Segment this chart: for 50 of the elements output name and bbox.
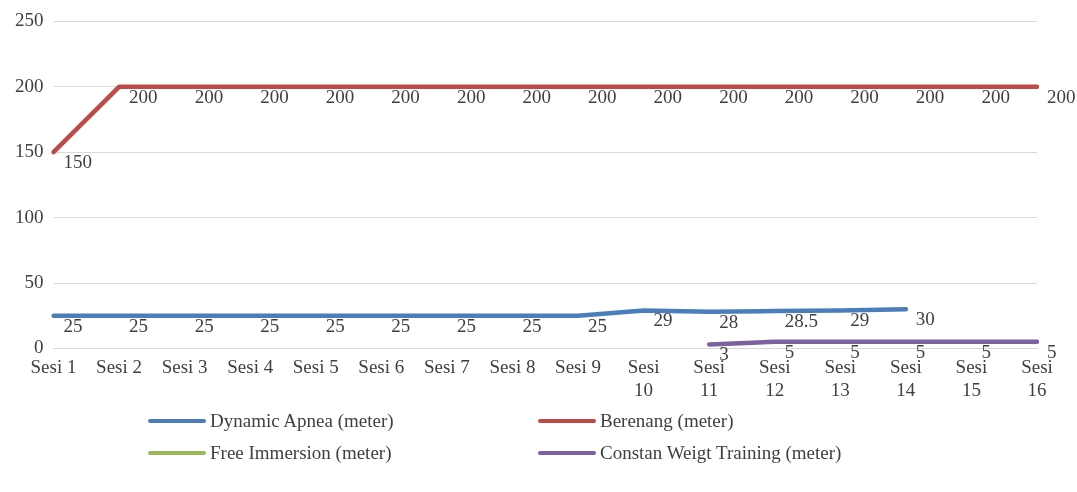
data-label: 200	[915, 85, 945, 107]
data-label: 200	[981, 85, 1010, 107]
y-tick-label: 0	[34, 336, 44, 358]
data-label: 200	[129, 85, 158, 107]
x-tick-label: Sesi 4	[227, 355, 274, 377]
data-label: 200	[391, 85, 420, 107]
y-tick-label: 250	[15, 9, 44, 31]
x-tick-label: Sesi 9	[555, 355, 601, 377]
data-label: 200	[784, 85, 814, 107]
data-label: 29	[850, 309, 870, 331]
x-tick-label: Sesi 7	[423, 355, 470, 377]
legend-label: Free Immersion (meter)	[210, 442, 392, 464]
data-label: 200	[588, 85, 617, 107]
data-label: 25	[588, 314, 608, 336]
data-label: 25	[194, 314, 214, 336]
data-label: 25	[260, 314, 280, 336]
y-tick-label: 200	[15, 74, 44, 96]
data-label: 25	[456, 314, 476, 336]
legend-label: Dynamic Apnea (meter)	[210, 410, 394, 432]
y-tick-label: 50	[24, 270, 44, 292]
data-label: 200	[1047, 85, 1076, 107]
data-label: 200	[719, 85, 748, 107]
x-tick-label: Sesi 6	[358, 355, 405, 377]
x-tick-label: Sesi 2	[96, 355, 143, 377]
legend-label: Constan Weigt Training (meter)	[600, 442, 842, 464]
data-label: 25	[391, 314, 411, 336]
y-tick-label: 150	[15, 140, 44, 162]
x-tick-label: Sesi 1	[30, 355, 77, 377]
data-label: 28.5	[784, 310, 818, 332]
data-label: 200	[850, 85, 879, 107]
legend-label: Berenang (meter)	[600, 410, 734, 432]
data-label: 25	[129, 314, 149, 336]
data-label: 29	[653, 309, 673, 331]
data-label: 28	[719, 310, 739, 332]
x-tick-label: Sesi 5	[292, 355, 339, 377]
data-label: 25	[522, 314, 542, 336]
data-label: 25	[63, 314, 83, 336]
data-label: 200	[194, 85, 224, 107]
x-tick-label: Sesi 8	[489, 355, 536, 377]
data-label: 30	[915, 308, 935, 330]
data-label: 200	[325, 85, 355, 107]
data-label: 200	[653, 85, 683, 107]
data-label: 200	[456, 85, 486, 107]
data-label: 150	[63, 151, 92, 173]
data-label: 200	[260, 85, 289, 107]
data-label: 200	[522, 85, 551, 107]
data-label: 25	[325, 314, 345, 336]
x-tick-label: Sesi 10	[627, 355, 660, 400]
y-tick-label: 100	[15, 205, 44, 227]
x-tick-label: Sesi 3	[161, 355, 208, 377]
